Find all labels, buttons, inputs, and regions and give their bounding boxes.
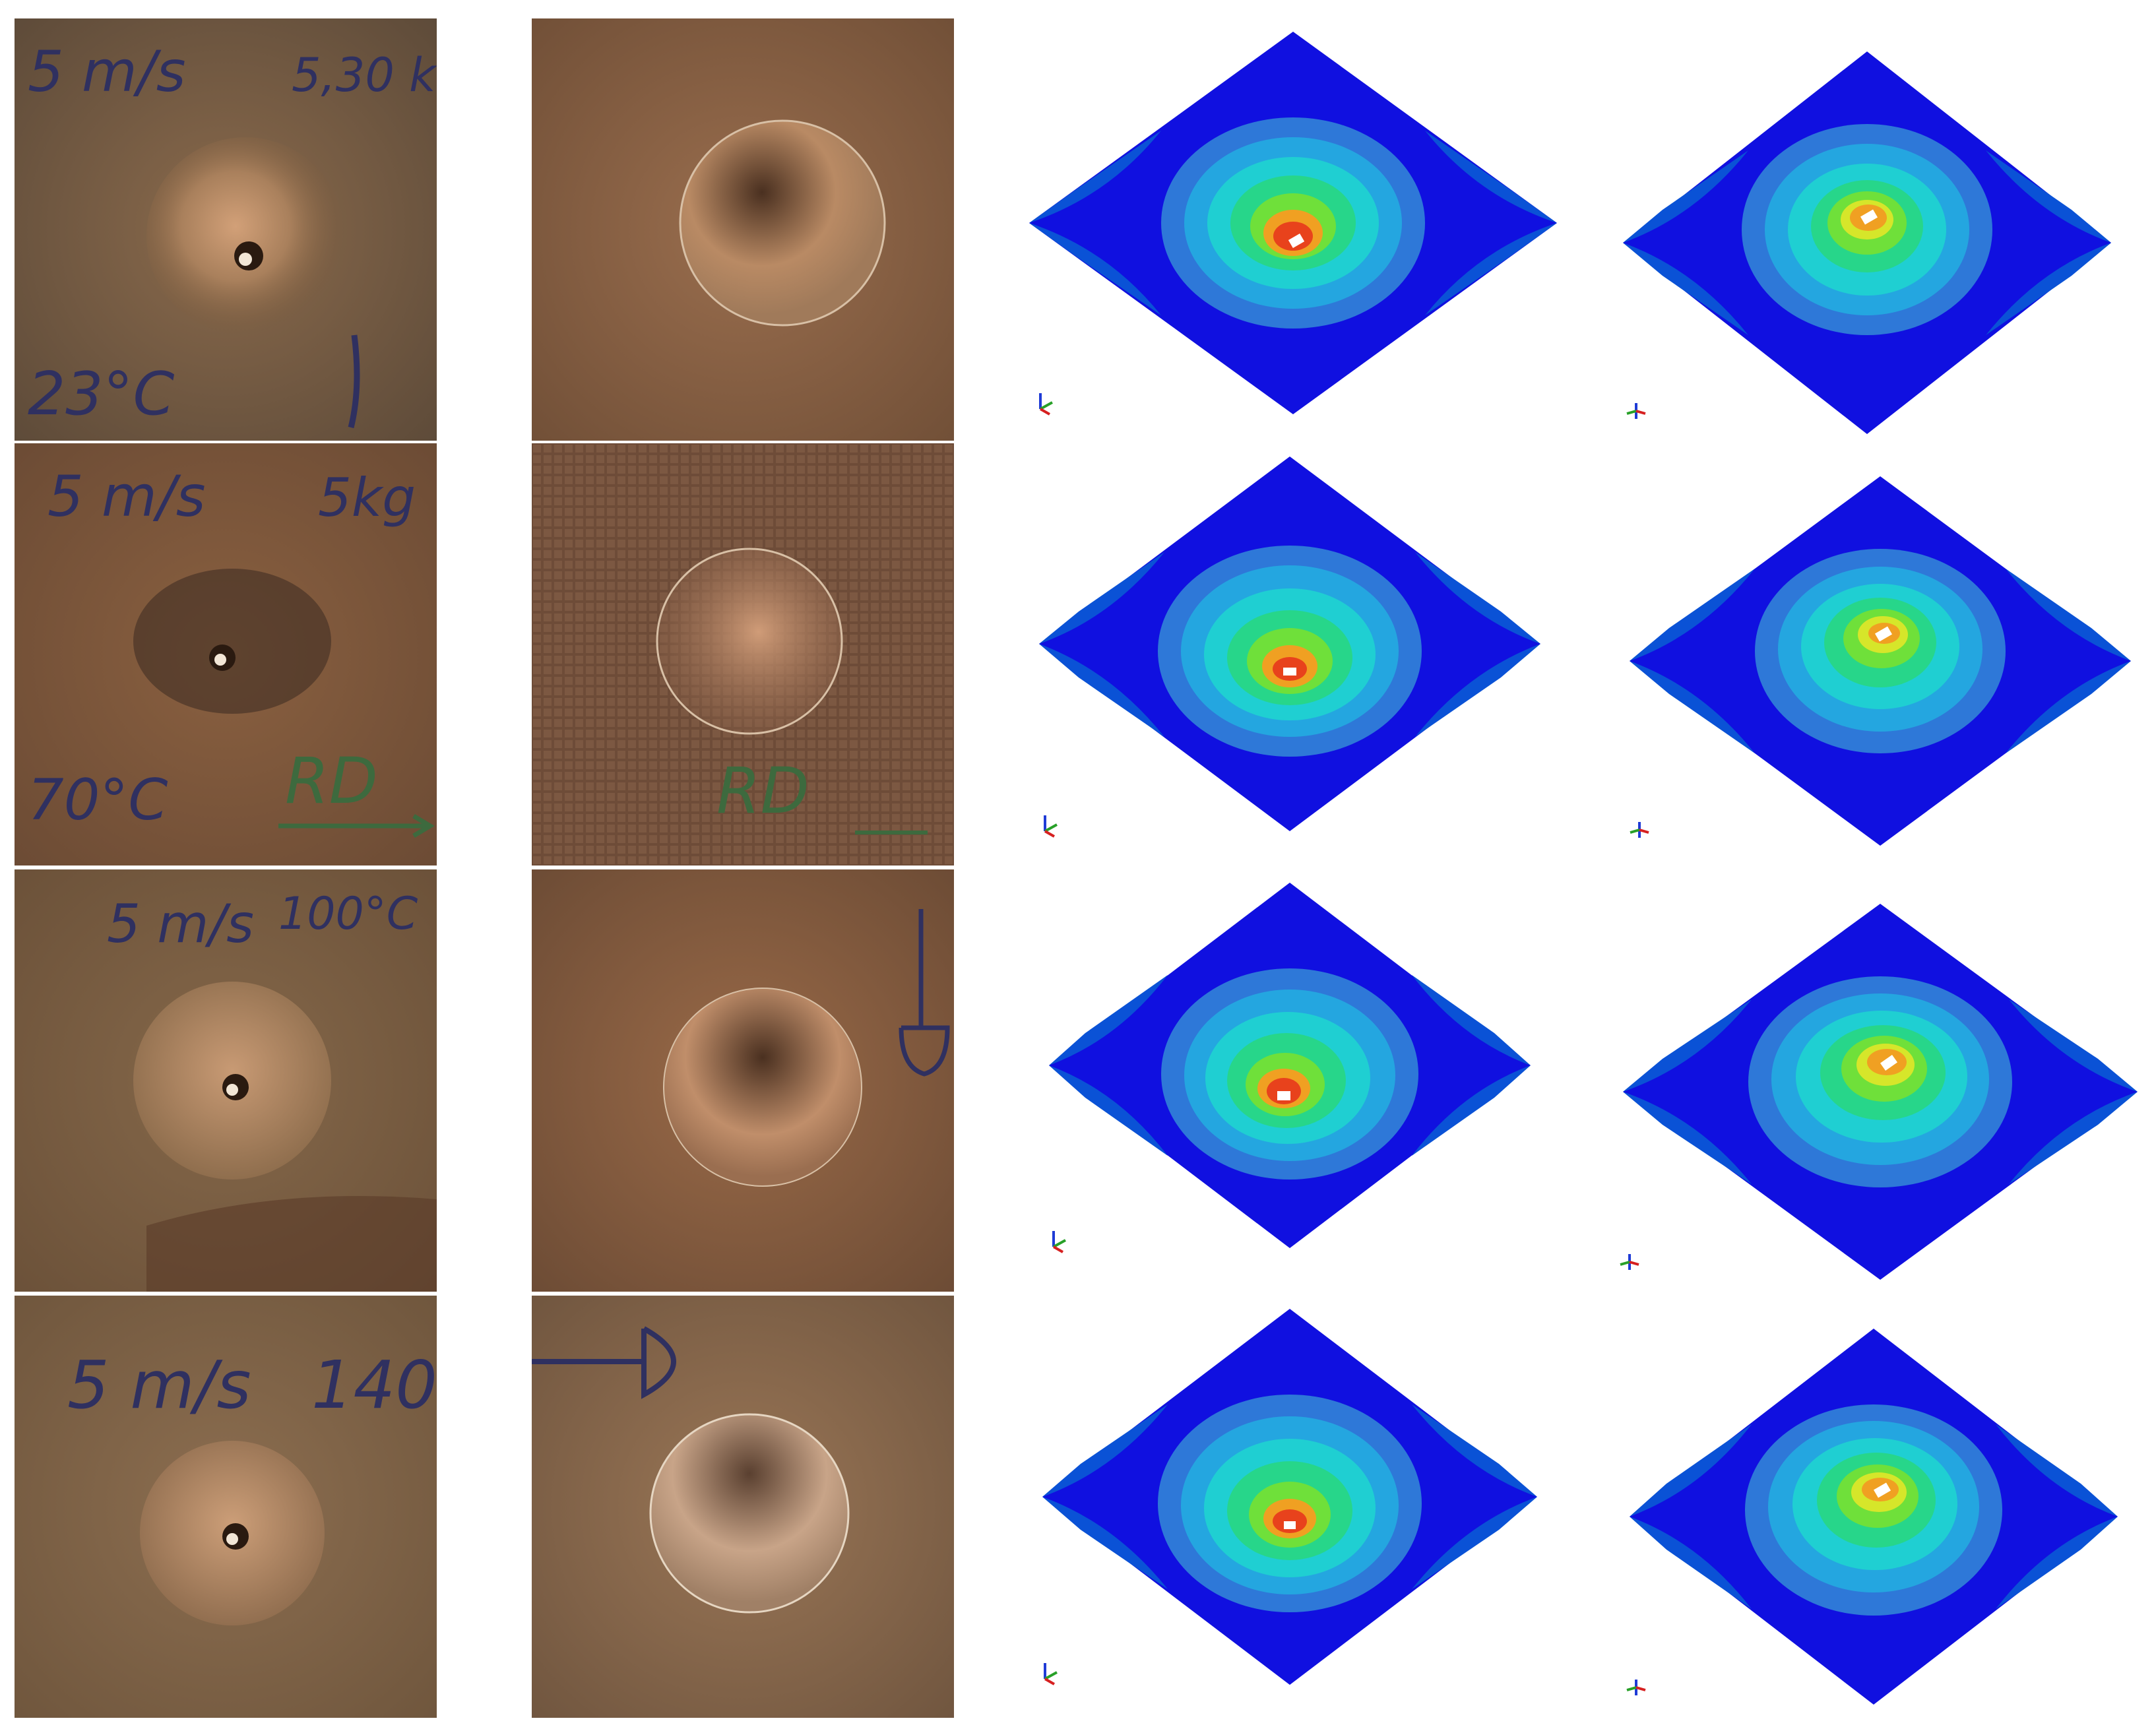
photo-back-70c: RD (532, 443, 954, 866)
axis-triad-icon (1623, 399, 1649, 425)
photo-front-140c: 5 m/s 140 (15, 1296, 437, 1718)
speed-label: 5 m/s (28, 39, 186, 105)
axis-triad-icon (1037, 1659, 1063, 1685)
axis-triad-icon (1037, 811, 1063, 838)
simulation-plate (1049, 883, 1531, 1248)
axis-triad-icon (1046, 1227, 1072, 1253)
temperature-label: 140 (311, 1346, 437, 1424)
mass-label: 5,30 kg (292, 48, 437, 102)
simulation-plate (1029, 32, 1557, 414)
temperature-label: 23°C (28, 360, 175, 429)
rolling-direction-label: RD (716, 754, 809, 828)
simulation-plate (1623, 904, 2138, 1280)
mass-label: 5kg (318, 467, 416, 528)
photo-front-100c: 5 m/s 100°C (15, 869, 437, 1292)
photo-back-140c (532, 1296, 954, 1718)
axis-triad-icon (1032, 389, 1059, 416)
speed-label: 5 m/s (107, 893, 254, 955)
axis-triad-icon (1616, 1250, 1643, 1276)
speed-label: 5 m/s (48, 464, 206, 530)
simulation-plate (1039, 456, 1540, 831)
temperature-label: 70°C (28, 767, 168, 833)
axis-triad-icon (1626, 818, 1653, 844)
axis-triad-icon (1623, 1676, 1649, 1702)
simulation-plate (1042, 1309, 1537, 1685)
simulation-plate (1623, 51, 2111, 434)
photo-back-23c (532, 18, 954, 441)
photo-front-23c: 5 m/s 5,30 kg 23°C (15, 18, 437, 441)
simulation-plate (1630, 476, 2131, 846)
rolling-direction-label: RD (285, 744, 378, 818)
photo-back-100c (532, 869, 954, 1292)
speed-label: 5 m/s (67, 1346, 251, 1424)
simulation-plate (1630, 1329, 2118, 1705)
temperature-label: 100°C (278, 888, 418, 940)
photo-front-70c: 5 m/s 5kg 70°C RD (15, 443, 437, 866)
